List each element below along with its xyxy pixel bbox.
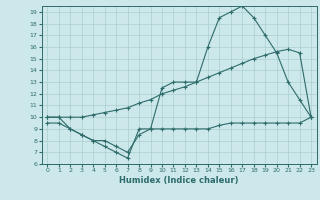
X-axis label: Humidex (Indice chaleur): Humidex (Indice chaleur)	[119, 176, 239, 185]
